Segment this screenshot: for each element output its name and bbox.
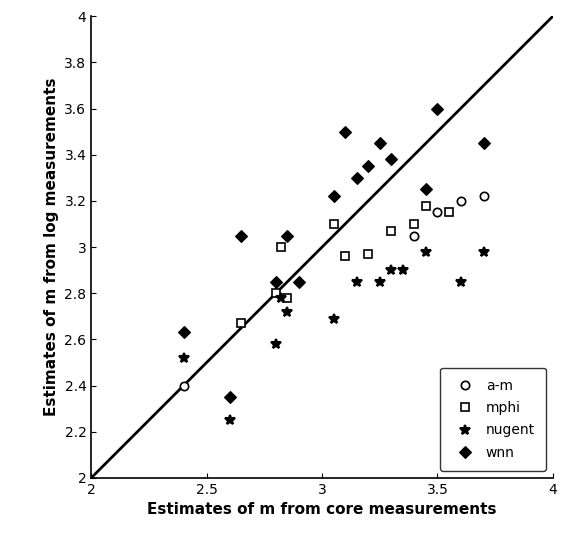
nugent xyxy=(457,279,464,285)
a-m xyxy=(411,232,418,239)
nugent xyxy=(388,267,394,274)
wnn xyxy=(376,140,383,147)
nugent xyxy=(480,249,487,255)
a-m xyxy=(480,193,487,199)
nugent xyxy=(180,355,187,361)
a-m xyxy=(180,382,187,389)
mphi xyxy=(411,220,418,227)
Legend: a-m, mphi, nugent, wnn: a-m, mphi, nugent, wnn xyxy=(440,368,546,471)
nugent xyxy=(422,249,429,255)
mphi xyxy=(272,290,279,296)
wnn xyxy=(388,156,394,163)
wnn xyxy=(365,163,372,169)
wnn xyxy=(180,329,187,336)
Line: a-m: a-m xyxy=(180,192,488,390)
nugent xyxy=(353,279,360,285)
wnn xyxy=(284,232,291,239)
wnn xyxy=(238,232,245,239)
mphi xyxy=(365,251,372,257)
wnn xyxy=(480,140,487,147)
mphi xyxy=(277,244,284,250)
wnn xyxy=(226,394,233,400)
mphi xyxy=(330,220,337,227)
X-axis label: Estimates of m from core measurements: Estimates of m from core measurements xyxy=(147,502,497,517)
nugent xyxy=(226,417,233,424)
nugent xyxy=(400,267,406,274)
mphi xyxy=(238,320,245,326)
mphi xyxy=(422,202,429,209)
wnn xyxy=(296,279,303,285)
mphi xyxy=(341,253,348,260)
nugent xyxy=(376,279,383,285)
wnn xyxy=(330,193,337,199)
wnn xyxy=(341,128,348,135)
wnn xyxy=(272,279,279,285)
a-m xyxy=(434,209,441,216)
mphi xyxy=(284,294,291,301)
Line: nugent: nugent xyxy=(179,247,488,425)
Line: mphi: mphi xyxy=(237,201,453,327)
a-m xyxy=(457,198,464,204)
nugent xyxy=(272,341,279,348)
nugent xyxy=(330,315,337,322)
wnn xyxy=(422,186,429,193)
nugent xyxy=(284,308,291,315)
nugent xyxy=(277,294,284,301)
Y-axis label: Estimates of m from log measurements: Estimates of m from log measurements xyxy=(44,78,59,416)
mphi xyxy=(446,209,453,216)
mphi xyxy=(388,228,394,234)
wnn xyxy=(434,105,441,112)
Line: wnn: wnn xyxy=(180,104,488,401)
wnn xyxy=(353,174,360,181)
